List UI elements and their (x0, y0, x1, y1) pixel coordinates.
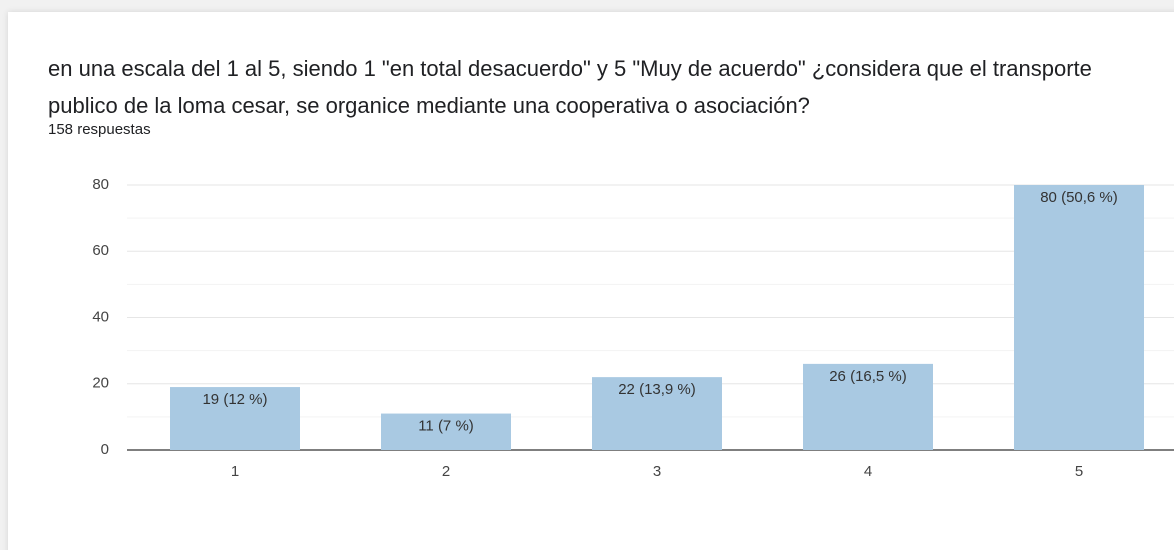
x-tick-label: 5 (1075, 463, 1083, 480)
data-label: 26 (16,5 %) (829, 368, 907, 385)
chart-title: en una escala del 1 al 5, siendo 1 "en t… (48, 56, 1092, 118)
y-tick-label: 20 (92, 375, 109, 392)
data-label: 22 (13,9 %) (618, 381, 696, 398)
response-count: 158 respuestas (48, 121, 151, 138)
x-tick-label: 1 (231, 463, 239, 480)
y-tick-label: 0 (101, 441, 109, 458)
bar (1014, 185, 1144, 450)
x-tick-label: 4 (864, 463, 872, 480)
data-label: 11 (7 %) (418, 418, 474, 435)
x-tick-label: 2 (442, 463, 450, 480)
y-tick-label: 80 (92, 176, 109, 193)
bar (592, 377, 722, 450)
bar (381, 413, 511, 450)
bar (170, 387, 300, 450)
card (8, 12, 1174, 550)
x-tick-label: 3 (653, 463, 661, 480)
y-tick-label: 40 (92, 308, 109, 325)
data-label: 19 (12 %) (202, 391, 267, 408)
bar (803, 363, 933, 450)
y-tick-label: 60 (92, 242, 109, 259)
data-label: 80 (50,6 %) (1040, 189, 1118, 206)
